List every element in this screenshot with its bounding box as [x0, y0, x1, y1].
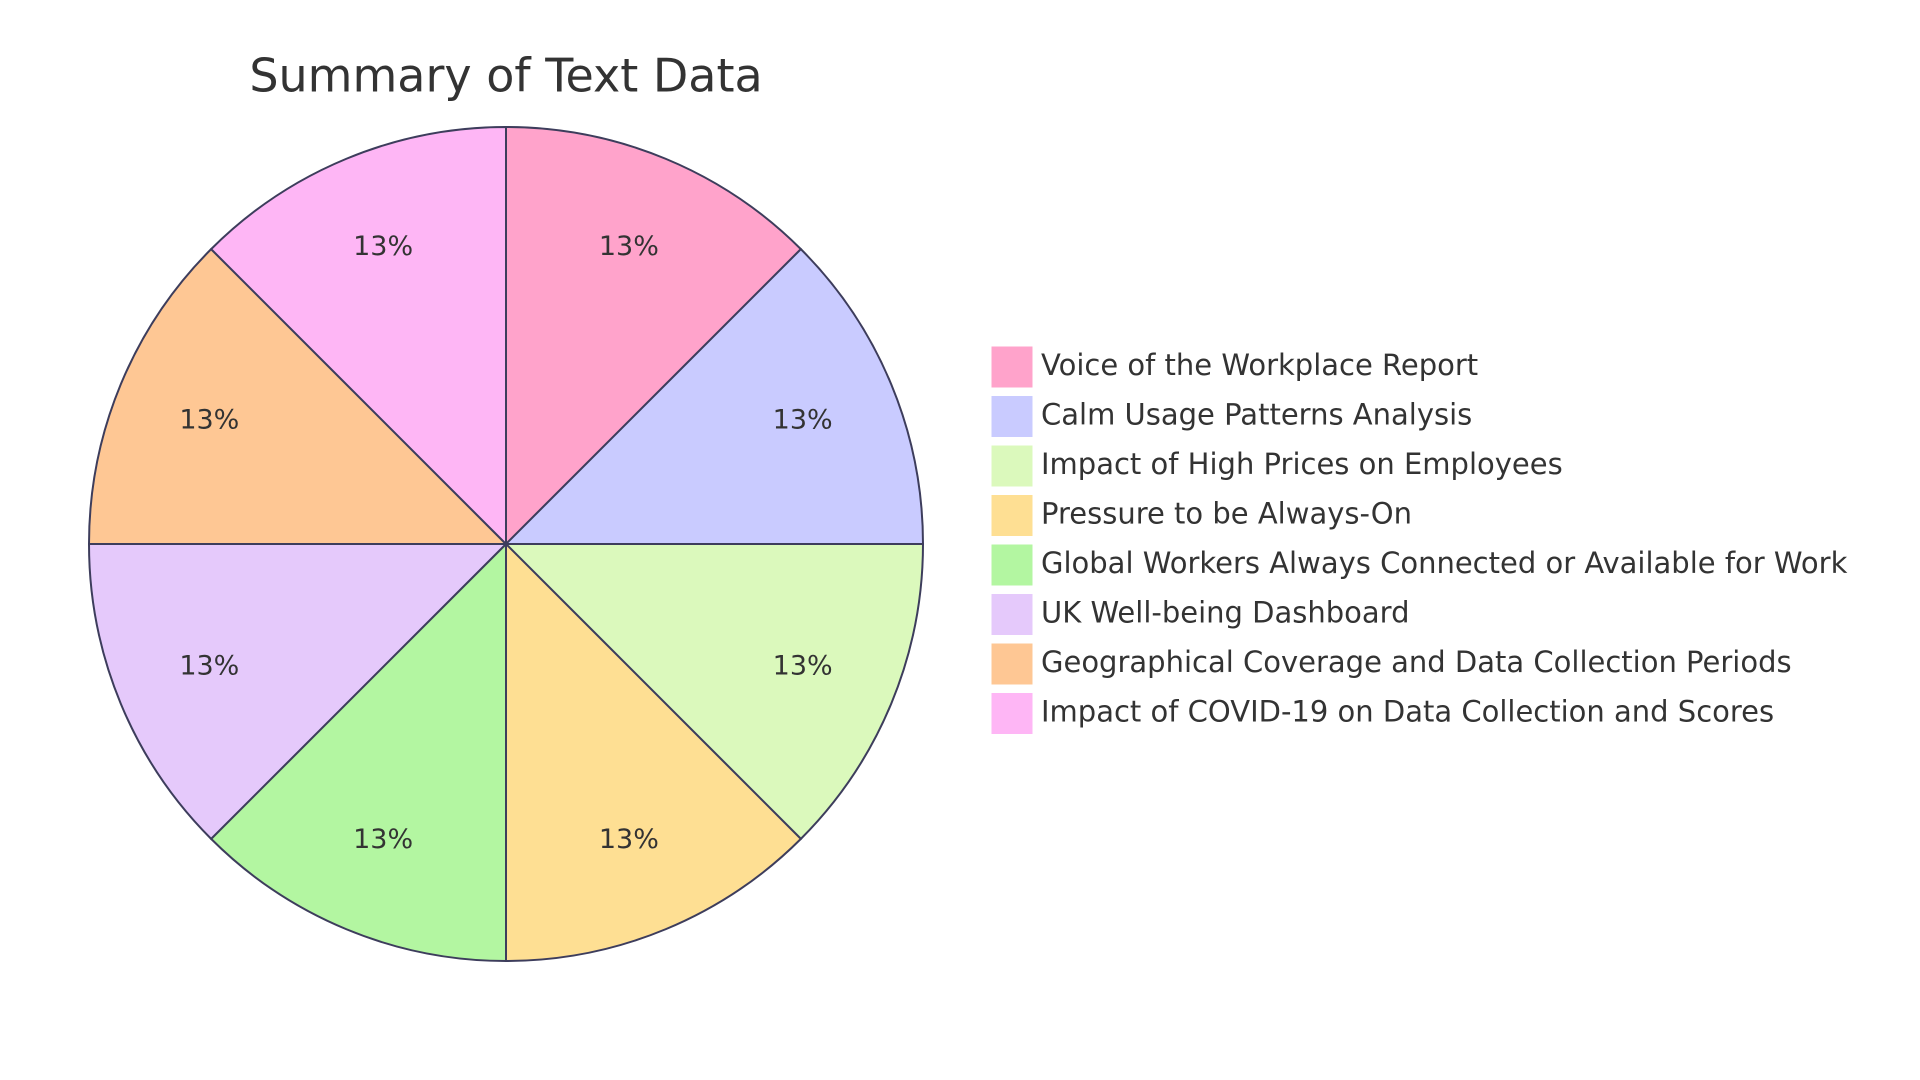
- legend-swatch: [990, 543, 1034, 587]
- legend-label: UK Well-being Dashboard: [1041, 596, 1410, 630]
- legend-swatch: [990, 444, 1034, 488]
- legend-label: Impact of High Prices on Employees: [1041, 447, 1563, 481]
- legend-swatch: [990, 692, 1034, 735]
- legend-swatch: [990, 494, 1034, 537]
- slice-label: 13%: [179, 405, 239, 436]
- pie-slice: [87, 543, 509, 841]
- slice-label: 13%: [773, 405, 833, 436]
- legend-swatch: [990, 345, 1034, 389]
- legend-label: Voice of the Workplace Report: [1041, 348, 1478, 382]
- pie-slice: [505, 541, 803, 963]
- pie-slice: [503, 247, 925, 545]
- slice-label: 13%: [179, 650, 239, 681]
- pie-slice: [503, 543, 925, 841]
- slice-label: 13%: [599, 231, 659, 262]
- legend-label: Calm Usage Patterns Analysis: [1041, 398, 1472, 432]
- legend-label: Global Workers Always Connected or Avail…: [1041, 546, 1848, 580]
- legend-swatch: [990, 642, 1034, 686]
- slice-label: 13%: [599, 824, 659, 855]
- slice-label: 13%: [773, 650, 833, 681]
- pie-slice: [209, 541, 507, 963]
- slice-label: 13%: [353, 824, 413, 855]
- pie-slice: [209, 125, 507, 547]
- legend-label: Geographical Coverage and Data Collectio…: [1041, 645, 1792, 679]
- pie-slice: [505, 125, 803, 547]
- legend-label: Pressure to be Always-On: [1041, 497, 1412, 531]
- pie-slice: [87, 247, 509, 545]
- slice-label: 13%: [353, 231, 413, 262]
- chart-title: Summary of Text Data: [249, 49, 762, 103]
- legend-swatch: [990, 593, 1034, 636]
- legend-swatch: [990, 395, 1034, 438]
- legend-label: Impact of COVID-19 on Data Collection an…: [1041, 695, 1774, 729]
